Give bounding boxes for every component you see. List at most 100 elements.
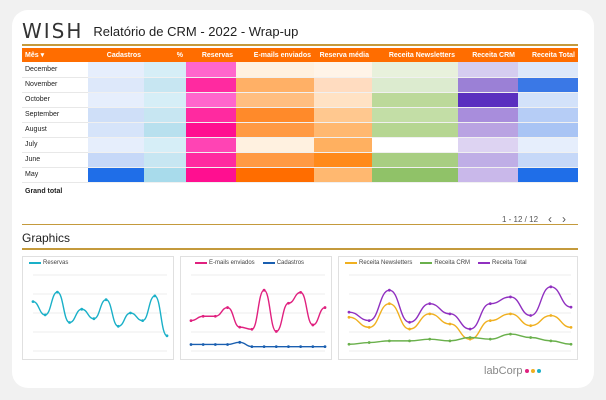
data-point bbox=[347, 342, 351, 346]
table-cell bbox=[372, 77, 458, 93]
column-header-month[interactable]: Mês ▾ bbox=[22, 48, 88, 62]
sort-arrow-icon[interactable]: ▾ bbox=[40, 52, 45, 59]
data-point bbox=[213, 314, 217, 318]
table-row: June bbox=[22, 152, 578, 168]
column-header[interactable]: Cadastros bbox=[88, 48, 144, 62]
line-chart-emails-cadastros bbox=[189, 274, 327, 352]
data-point bbox=[226, 343, 229, 346]
data-point bbox=[311, 345, 315, 349]
table-cell bbox=[314, 137, 372, 153]
table-cell bbox=[144, 62, 186, 78]
table-cell bbox=[144, 137, 186, 153]
table-cell bbox=[144, 152, 186, 168]
table-cell bbox=[372, 62, 458, 78]
legend-swatch bbox=[420, 262, 433, 264]
table-cell bbox=[88, 167, 144, 183]
data-point bbox=[80, 307, 84, 311]
table-cell bbox=[372, 137, 458, 153]
table-cell bbox=[314, 62, 372, 78]
chart-legend: E-mails enviados Cadastros bbox=[195, 260, 304, 266]
legend-item: Receita Newsletters bbox=[345, 260, 412, 266]
graphics-underline bbox=[22, 248, 578, 250]
data-point bbox=[68, 321, 71, 324]
legend-label: Receita Newsletters bbox=[359, 260, 413, 266]
column-header[interactable]: Reserva média bbox=[314, 48, 372, 62]
column-header[interactable]: % bbox=[144, 48, 186, 62]
data-point bbox=[387, 339, 391, 343]
table-cell bbox=[236, 137, 314, 153]
column-header[interactable]: Receita CRM bbox=[458, 48, 518, 62]
data-point bbox=[287, 345, 290, 349]
table-cell bbox=[372, 152, 458, 168]
next-page-icon[interactable]: › bbox=[562, 212, 567, 226]
row-month: August bbox=[22, 122, 88, 138]
legend-item: Reservas bbox=[29, 260, 68, 266]
pagination: 1 - 12 / 12 ‹ › bbox=[502, 212, 566, 226]
series-line bbox=[190, 289, 326, 333]
data-point bbox=[488, 319, 492, 322]
table-cell bbox=[236, 77, 314, 93]
table-row: October bbox=[22, 92, 578, 108]
table-cell bbox=[186, 92, 236, 108]
column-header[interactable]: Reservas bbox=[186, 48, 236, 62]
data-point bbox=[549, 285, 553, 289]
row-month: May bbox=[22, 167, 88, 183]
data-point bbox=[488, 337, 492, 341]
table-row: August bbox=[22, 122, 578, 138]
table-cell bbox=[144, 167, 186, 183]
series-line bbox=[348, 333, 572, 345]
data-point bbox=[31, 300, 35, 303]
table-cell bbox=[88, 92, 144, 108]
row-month: June bbox=[22, 152, 88, 168]
data-point bbox=[55, 290, 59, 294]
labcorp-logo: labCorp bbox=[484, 365, 541, 377]
data-point bbox=[262, 288, 266, 292]
wish-logo: WISH bbox=[22, 19, 84, 43]
total-cell bbox=[236, 182, 314, 200]
table-cell bbox=[458, 167, 518, 183]
column-header[interactable]: Receita Newsletters bbox=[372, 48, 458, 62]
legend-label: Receita CRM bbox=[434, 260, 471, 266]
data-point bbox=[129, 311, 132, 315]
row-month: December bbox=[22, 62, 88, 78]
total-cell bbox=[372, 182, 458, 200]
table-cell bbox=[314, 107, 372, 123]
data-point bbox=[238, 325, 242, 329]
prev-page-icon[interactable]: ‹ bbox=[548, 212, 553, 226]
table-cell bbox=[458, 152, 518, 168]
column-header[interactable]: E-mails enviados bbox=[236, 48, 314, 62]
table-underline bbox=[22, 224, 578, 225]
legend-swatch bbox=[478, 262, 491, 264]
total-cell bbox=[144, 182, 186, 200]
data-point bbox=[549, 339, 553, 343]
data-point bbox=[323, 306, 327, 309]
table-cell bbox=[458, 107, 518, 123]
report-card: WISH Relatório de CRM - 2022 - Wrap-up M… bbox=[12, 10, 594, 388]
table-cell bbox=[458, 137, 518, 153]
table-cell bbox=[314, 152, 372, 168]
data-point bbox=[226, 306, 229, 309]
table-cell bbox=[144, 107, 186, 123]
data-point bbox=[347, 310, 351, 314]
table-cell bbox=[518, 137, 578, 153]
data-point bbox=[213, 343, 217, 346]
table-cell bbox=[236, 107, 314, 123]
row-month: October bbox=[22, 92, 88, 108]
chart-panel-emails: E-mails enviados Cadastros bbox=[180, 256, 332, 360]
column-header[interactable]: Receita Total bbox=[518, 48, 578, 62]
data-point bbox=[549, 314, 553, 317]
table-cell bbox=[372, 122, 458, 138]
data-point bbox=[448, 312, 452, 316]
table-cell bbox=[458, 77, 518, 93]
data-point bbox=[43, 313, 47, 317]
table-cell bbox=[458, 92, 518, 108]
data-point bbox=[201, 314, 205, 318]
table-cell bbox=[186, 167, 236, 183]
data-point bbox=[428, 302, 432, 306]
data-point bbox=[189, 319, 193, 322]
data-point bbox=[274, 330, 278, 333]
table-cell bbox=[518, 122, 578, 138]
legend-swatch bbox=[262, 262, 275, 264]
data-point bbox=[347, 315, 351, 319]
table-cell bbox=[372, 167, 458, 183]
